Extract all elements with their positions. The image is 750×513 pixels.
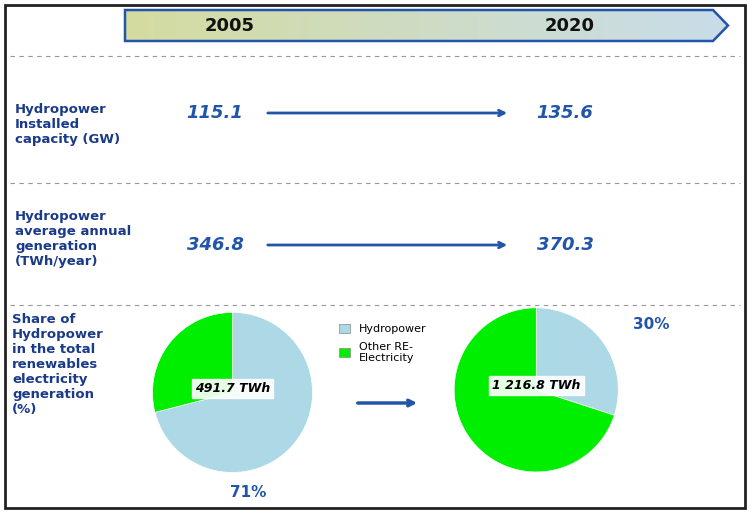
Polygon shape [493, 10, 500, 41]
Polygon shape [412, 10, 419, 41]
Polygon shape [265, 10, 272, 41]
Polygon shape [323, 10, 331, 41]
Polygon shape [316, 10, 323, 41]
Polygon shape [184, 10, 191, 41]
Polygon shape [478, 10, 485, 41]
Text: 346.8: 346.8 [187, 236, 244, 254]
Polygon shape [272, 10, 279, 41]
Polygon shape [676, 10, 683, 41]
Polygon shape [580, 10, 588, 41]
Polygon shape [654, 10, 662, 41]
Polygon shape [368, 10, 375, 41]
Polygon shape [220, 10, 228, 41]
Text: 30%: 30% [633, 317, 670, 332]
Wedge shape [152, 312, 232, 412]
Polygon shape [125, 10, 132, 41]
Polygon shape [632, 10, 640, 41]
Text: 1 216.8 TWh: 1 216.8 TWh [492, 379, 580, 392]
Polygon shape [441, 10, 448, 41]
Polygon shape [346, 10, 352, 41]
Polygon shape [154, 10, 162, 41]
Polygon shape [294, 10, 302, 41]
Polygon shape [404, 10, 412, 41]
Polygon shape [228, 10, 236, 41]
Polygon shape [640, 10, 646, 41]
Polygon shape [522, 10, 530, 41]
Polygon shape [470, 10, 478, 41]
Polygon shape [485, 10, 493, 41]
Text: 491.7 TWh: 491.7 TWh [195, 382, 270, 395]
Polygon shape [206, 10, 213, 41]
Polygon shape [162, 10, 169, 41]
Polygon shape [573, 10, 580, 41]
Polygon shape [176, 10, 184, 41]
Polygon shape [375, 10, 382, 41]
Text: Hydropower
average annual
generation
(TWh/year): Hydropower average annual generation (TW… [15, 210, 131, 268]
Polygon shape [132, 10, 140, 41]
Wedge shape [536, 308, 618, 415]
Polygon shape [213, 10, 220, 41]
Polygon shape [250, 10, 257, 41]
Legend: Hydropower, Other RE-
Electricity: Hydropower, Other RE- Electricity [339, 324, 427, 363]
Polygon shape [706, 10, 713, 41]
Wedge shape [155, 312, 313, 472]
Polygon shape [530, 10, 536, 41]
Polygon shape [433, 10, 441, 41]
Polygon shape [389, 10, 397, 41]
Polygon shape [309, 10, 316, 41]
Text: Hydropower
Installed
capacity (GW): Hydropower Installed capacity (GW) [15, 103, 120, 146]
Polygon shape [544, 10, 551, 41]
Polygon shape [691, 10, 698, 41]
Polygon shape [257, 10, 265, 41]
Polygon shape [352, 10, 360, 41]
Polygon shape [199, 10, 206, 41]
Polygon shape [147, 10, 154, 41]
Polygon shape [551, 10, 559, 41]
Polygon shape [514, 10, 522, 41]
Polygon shape [382, 10, 389, 41]
Polygon shape [596, 10, 603, 41]
Polygon shape [536, 10, 544, 41]
Polygon shape [500, 10, 507, 41]
Polygon shape [236, 10, 242, 41]
Text: 71%: 71% [230, 485, 267, 500]
Text: 2020: 2020 [545, 17, 595, 35]
Polygon shape [169, 10, 176, 41]
Text: 115.1: 115.1 [187, 104, 244, 122]
Polygon shape [456, 10, 463, 41]
Polygon shape [566, 10, 573, 41]
Wedge shape [454, 308, 614, 472]
Polygon shape [683, 10, 691, 41]
Polygon shape [662, 10, 669, 41]
Polygon shape [338, 10, 346, 41]
Text: 2005: 2005 [205, 17, 255, 35]
Polygon shape [140, 10, 147, 41]
Polygon shape [419, 10, 426, 41]
Text: 370.3: 370.3 [536, 236, 593, 254]
Polygon shape [426, 10, 433, 41]
Polygon shape [713, 10, 728, 41]
Polygon shape [588, 10, 596, 41]
Polygon shape [242, 10, 250, 41]
Text: 135.6: 135.6 [536, 104, 593, 122]
Polygon shape [625, 10, 632, 41]
Polygon shape [191, 10, 199, 41]
Polygon shape [559, 10, 566, 41]
Polygon shape [507, 10, 515, 41]
Polygon shape [610, 10, 617, 41]
Polygon shape [286, 10, 294, 41]
Polygon shape [463, 10, 470, 41]
Polygon shape [302, 10, 309, 41]
Polygon shape [698, 10, 706, 41]
Polygon shape [279, 10, 286, 41]
Polygon shape [448, 10, 456, 41]
Polygon shape [603, 10, 610, 41]
Polygon shape [646, 10, 654, 41]
Polygon shape [397, 10, 404, 41]
Polygon shape [669, 10, 676, 41]
Polygon shape [331, 10, 338, 41]
Polygon shape [360, 10, 368, 41]
Text: Share of
Hydropower
in the total
renewables
electricity
generation
(%): Share of Hydropower in the total renewab… [12, 313, 104, 416]
Polygon shape [617, 10, 625, 41]
